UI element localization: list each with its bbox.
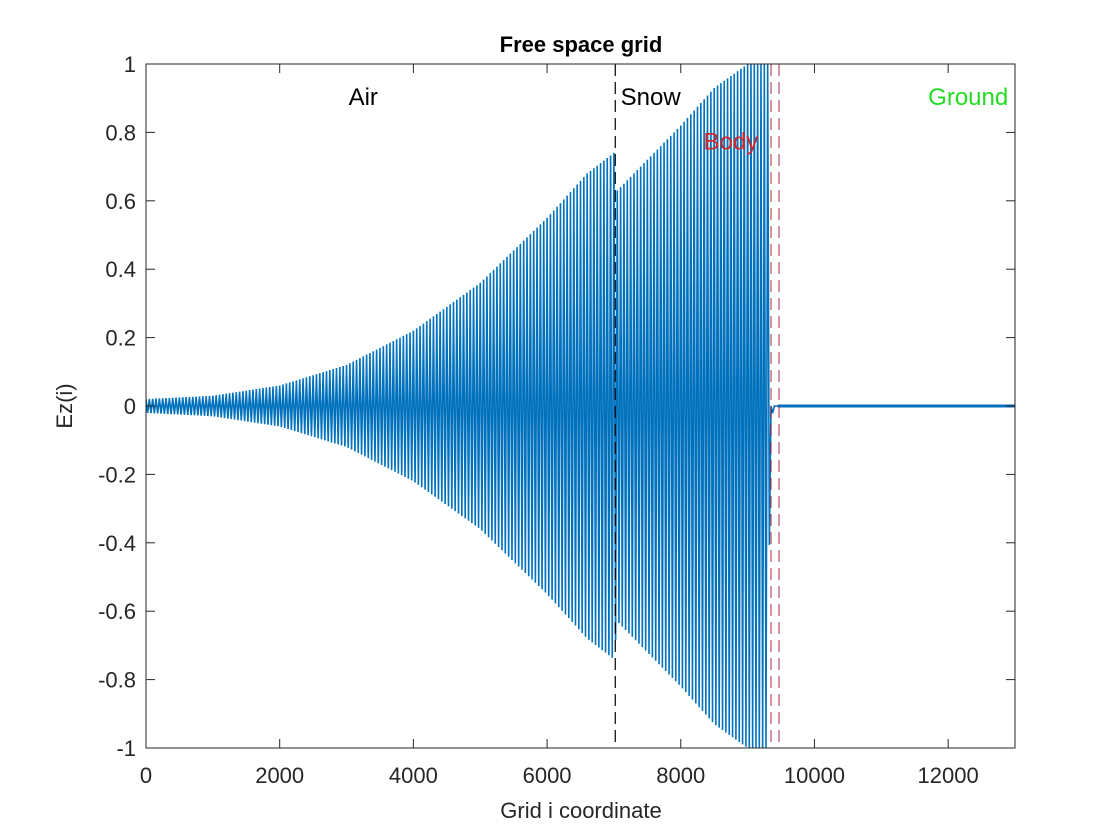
annotation-label: Air (349, 84, 378, 111)
y-tick-label: 0.6 (105, 189, 136, 214)
annotation-label: Snow (621, 84, 682, 111)
annotation-label: Ground (928, 84, 1008, 111)
y-tick-label: -0.8 (98, 668, 136, 693)
plot-area: 0 2000 4000 6000 8000 10000 12000 -1 -0.8 -0.6 -0.… (98, 52, 1016, 788)
x-tick-label: 12000 (918, 763, 979, 788)
x-tick-label: 6000 (523, 763, 572, 788)
y-tick-label: 0 (124, 394, 136, 419)
chart-title: Free space grid (500, 32, 663, 57)
y-tick-label: -0.4 (98, 531, 136, 556)
y-tick-label: 0.8 (105, 120, 136, 145)
x-tick-label: 4000 (389, 763, 438, 788)
annotation-label: Body (704, 129, 759, 156)
y-tick-label: -0.2 (98, 462, 136, 487)
x-axis-label: Grid i coordinate (500, 798, 661, 823)
y-tick-label: 1 (124, 52, 136, 77)
y-tick-label: 0.4 (105, 257, 136, 282)
y-tick-label: -0.6 (98, 599, 136, 624)
x-tick-label: 0 (140, 763, 152, 788)
y-tick-label: 0.2 (105, 326, 136, 351)
data-layer (146, 64, 1015, 748)
y-tick-label: -1 (116, 736, 136, 761)
x-tick-label: 2000 (255, 763, 304, 788)
x-tick-label: 10000 (784, 763, 845, 788)
y-axis-label: Ez(i) (52, 383, 77, 428)
x-tick-label: 8000 (656, 763, 705, 788)
